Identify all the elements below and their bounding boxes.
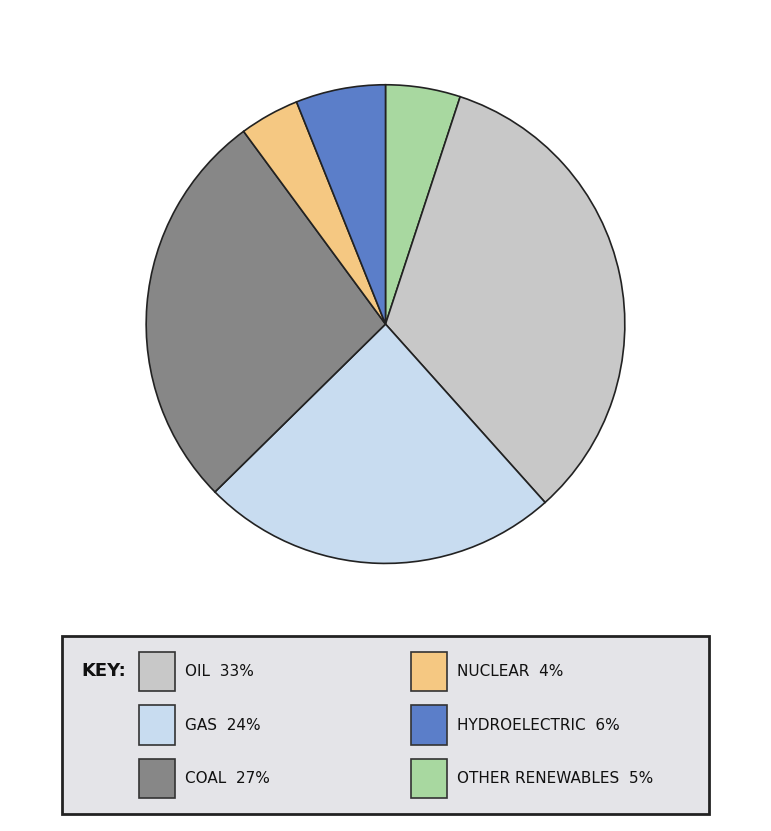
- Text: KEY:: KEY:: [81, 662, 126, 681]
- Wedge shape: [244, 102, 386, 324]
- Bar: [140, 706, 175, 745]
- Wedge shape: [386, 96, 625, 503]
- Bar: [412, 759, 447, 799]
- Wedge shape: [297, 85, 386, 324]
- Bar: [140, 652, 175, 691]
- Wedge shape: [386, 85, 460, 324]
- Text: OIL  33%: OIL 33%: [185, 664, 254, 679]
- Text: GAS  24%: GAS 24%: [185, 717, 261, 733]
- Text: COAL  27%: COAL 27%: [185, 771, 270, 786]
- Text: NUCLEAR  4%: NUCLEAR 4%: [456, 664, 563, 679]
- Bar: [412, 652, 447, 691]
- Wedge shape: [215, 324, 545, 563]
- Wedge shape: [146, 131, 386, 492]
- Bar: [412, 706, 447, 745]
- Text: OTHER RENEWABLES  5%: OTHER RENEWABLES 5%: [456, 771, 653, 786]
- Bar: [140, 759, 175, 799]
- Text: HYDROELECTRIC  6%: HYDROELECTRIC 6%: [456, 717, 619, 733]
